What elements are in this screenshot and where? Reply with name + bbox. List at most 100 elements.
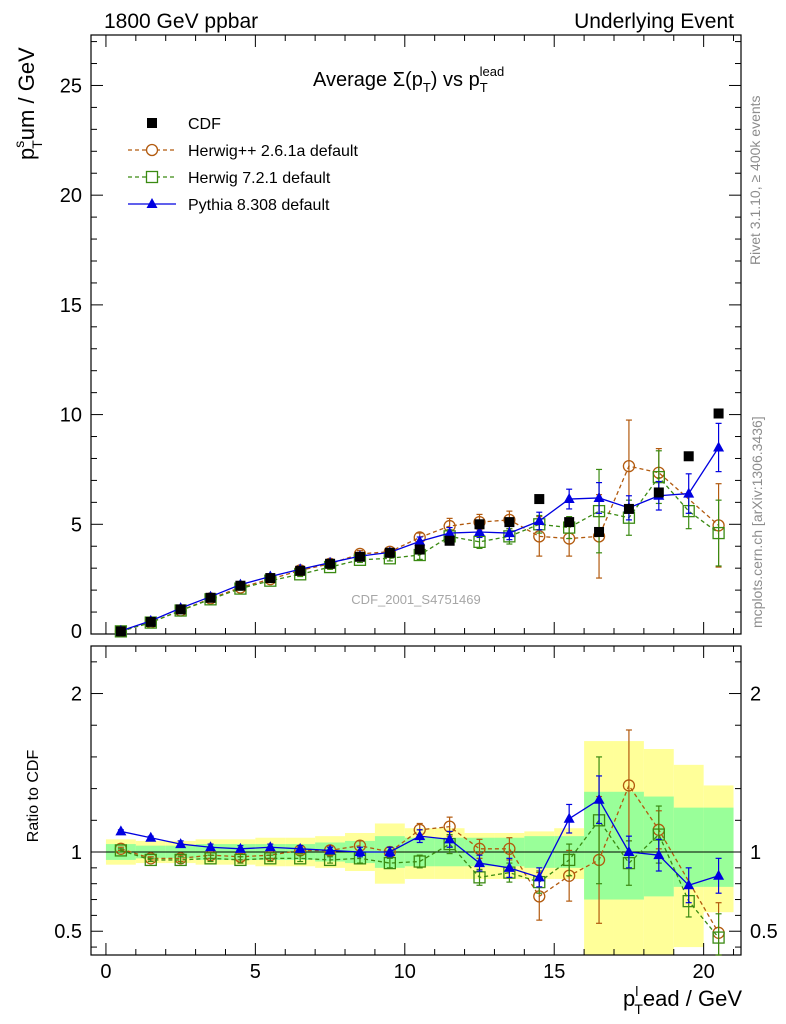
marker-herwigpp <box>622 459 636 473</box>
marker-cdf <box>325 558 336 569</box>
legend-entry-pythia: Pythia 8.308 default <box>128 197 330 214</box>
rivet-version-label: Rivet 3.1.10, ≥ 400k events <box>747 95 763 265</box>
marker-cdf <box>564 517 575 528</box>
x-tick-label: 0 <box>100 961 111 983</box>
main-y-tick-label: 25 <box>60 75 82 97</box>
marker-pythia <box>414 535 426 546</box>
marker-herwig7 <box>383 856 397 870</box>
analysis-id-watermark: CDF_2001_S4751469 <box>351 592 480 607</box>
marker-cdf <box>713 408 724 419</box>
marker-pythia <box>503 527 515 538</box>
x-tick-label: 15 <box>543 961 565 983</box>
marker-pythia <box>444 527 456 538</box>
marker-pythia <box>563 812 575 823</box>
marker-pythia <box>294 842 306 853</box>
marker-herwigpp <box>503 842 516 855</box>
marker-herwigpp <box>473 842 486 855</box>
marker-cdf <box>205 592 216 603</box>
ratio-series-pythia <box>115 775 725 904</box>
marker-pythia <box>503 861 515 872</box>
legend-label-herwigpp: Herwig++ 2.6.1a default <box>188 143 358 160</box>
marker-cdf <box>414 544 425 555</box>
x-axis-label: pl Tead / GeV <box>623 983 742 1017</box>
marker-cdf <box>175 604 186 615</box>
main-y-tick-label: 15 <box>60 295 82 317</box>
main-plot-frame <box>90 34 742 635</box>
marker-pythia <box>264 841 276 852</box>
marker-herwig7 <box>413 855 426 868</box>
legend-marker-pythia <box>146 198 158 208</box>
marker-pythia <box>234 842 246 853</box>
marker-pythia <box>354 846 366 856</box>
ratio-y-tick-label-right: 0.5 <box>750 921 778 943</box>
marker-herwig7 <box>264 852 277 865</box>
marker-pythia <box>683 487 695 498</box>
main-series-cdf <box>115 408 724 637</box>
main-y-tick-label: 20 <box>60 185 82 207</box>
chart-marks: 0 5 10 15 20 0 5 10 15 20 25 0.5 0.5 1 1 2 2 <box>54 34 778 983</box>
ratio-y-tick-label: 1 <box>71 842 82 864</box>
marker-cdf <box>653 487 664 498</box>
marker-cdf <box>354 551 365 562</box>
legend-marker-herwigpp <box>145 143 159 157</box>
legend: CDF Herwig++ 2.6.1a default Herwig 7.2.1… <box>128 116 358 214</box>
marker-pythia <box>623 846 635 856</box>
header-process-label: Underlying Event <box>574 10 734 33</box>
marker-cdf <box>623 503 634 514</box>
main-plot-title: Average Σ(pT) vs pTlead <box>313 64 504 95</box>
main-y-tick-label: 0 <box>71 621 82 643</box>
marker-pythia <box>384 846 396 856</box>
marker-pythia <box>474 525 486 536</box>
legend-marker-herwig7 <box>145 170 159 184</box>
legend-entry-cdf: CDF <box>147 116 221 133</box>
marker-cdf <box>594 526 605 537</box>
marker-pythia <box>474 857 486 868</box>
marker-herwig7 <box>204 852 217 865</box>
ratio-plot-frame <box>90 645 742 956</box>
marker-pythia <box>563 493 575 504</box>
mcplots-reference-label: mcplots.cern.ch [arXiv:1306.3436] <box>749 416 765 628</box>
marker-herwig7 <box>712 526 725 540</box>
marker-pythia <box>145 831 157 842</box>
x-tick-label: 20 <box>693 961 715 983</box>
marker-cdf <box>534 494 545 505</box>
marker-herwig7 <box>712 931 725 944</box>
marker-cdf <box>265 573 276 584</box>
marker-herwig7 <box>144 853 157 867</box>
marker-pythia <box>115 825 127 836</box>
marker-herwig7 <box>234 853 247 867</box>
marker-pythia <box>713 869 725 880</box>
marker-herwig7 <box>473 871 486 884</box>
marker-pythia <box>593 491 605 502</box>
marker-cdf <box>504 517 515 528</box>
legend-label-herwig7: Herwig 7.2.1 default <box>188 170 331 187</box>
ratio-y-tick-label: 0.5 <box>54 921 82 943</box>
marker-cdf <box>145 616 156 627</box>
marker-herwig7 <box>563 853 576 867</box>
marker-pythia <box>414 830 426 841</box>
marker-herwig7 <box>294 852 307 865</box>
ratio-y-tick-label-right: 2 <box>750 684 761 706</box>
marker-pythia <box>533 871 545 882</box>
ratio-uncertainty-bands <box>105 741 734 955</box>
main-y-tick-label: 5 <box>71 514 82 536</box>
marker-pythia <box>533 515 545 526</box>
main-y-tick-label: 10 <box>60 405 82 427</box>
x-tick-label: 5 <box>250 961 261 983</box>
marker-cdf <box>295 565 306 576</box>
marker-herwig7 <box>323 853 337 867</box>
x-tick-label: 10 <box>394 961 416 983</box>
legend-marker-cdf <box>147 118 157 128</box>
marker-pythia <box>683 879 695 890</box>
marker-pythia <box>713 441 725 452</box>
legend-entry-herwigpp: Herwig++ 2.6.1a default <box>128 143 358 160</box>
ratio-y-tick-label: 2 <box>71 684 82 706</box>
marker-pythia <box>324 844 336 855</box>
legend-label-cdf: CDF <box>188 116 221 133</box>
ratio-y-axis-label: Ratio to CDF <box>25 750 42 843</box>
header-energy-label: 1800 GeV ppbar <box>104 10 258 33</box>
marker-cdf <box>683 451 694 462</box>
legend-entry-herwig7: Herwig 7.2.1 default <box>128 170 331 187</box>
marker-pythia <box>444 833 456 844</box>
